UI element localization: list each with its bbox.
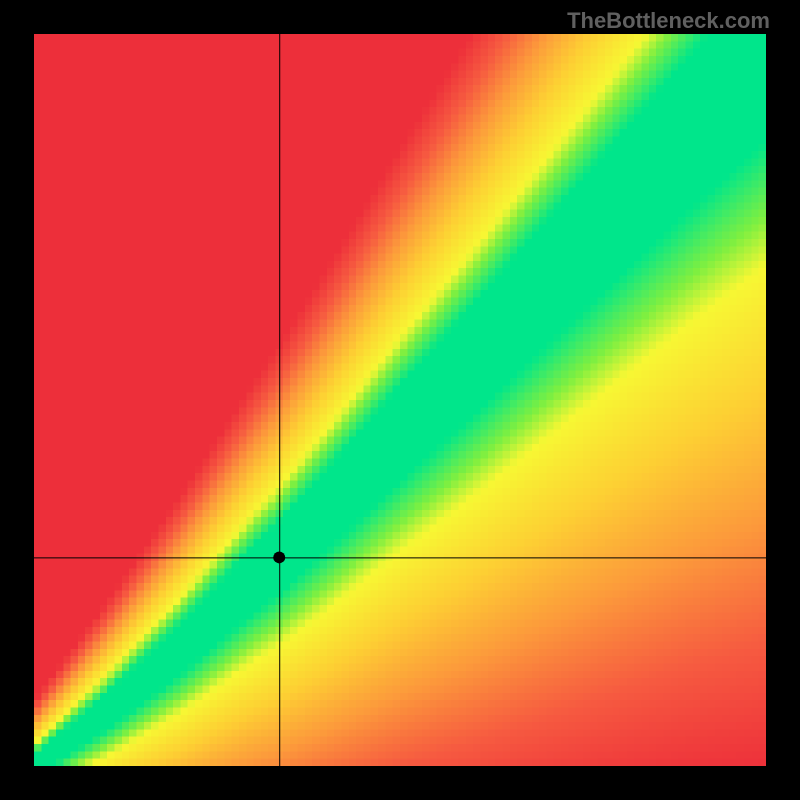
chart-container: TheBottleneck.com <box>0 0 800 800</box>
crosshair-overlay <box>34 34 766 766</box>
watermark-text: TheBottleneck.com <box>567 8 770 34</box>
heatmap-plot <box>34 34 766 766</box>
